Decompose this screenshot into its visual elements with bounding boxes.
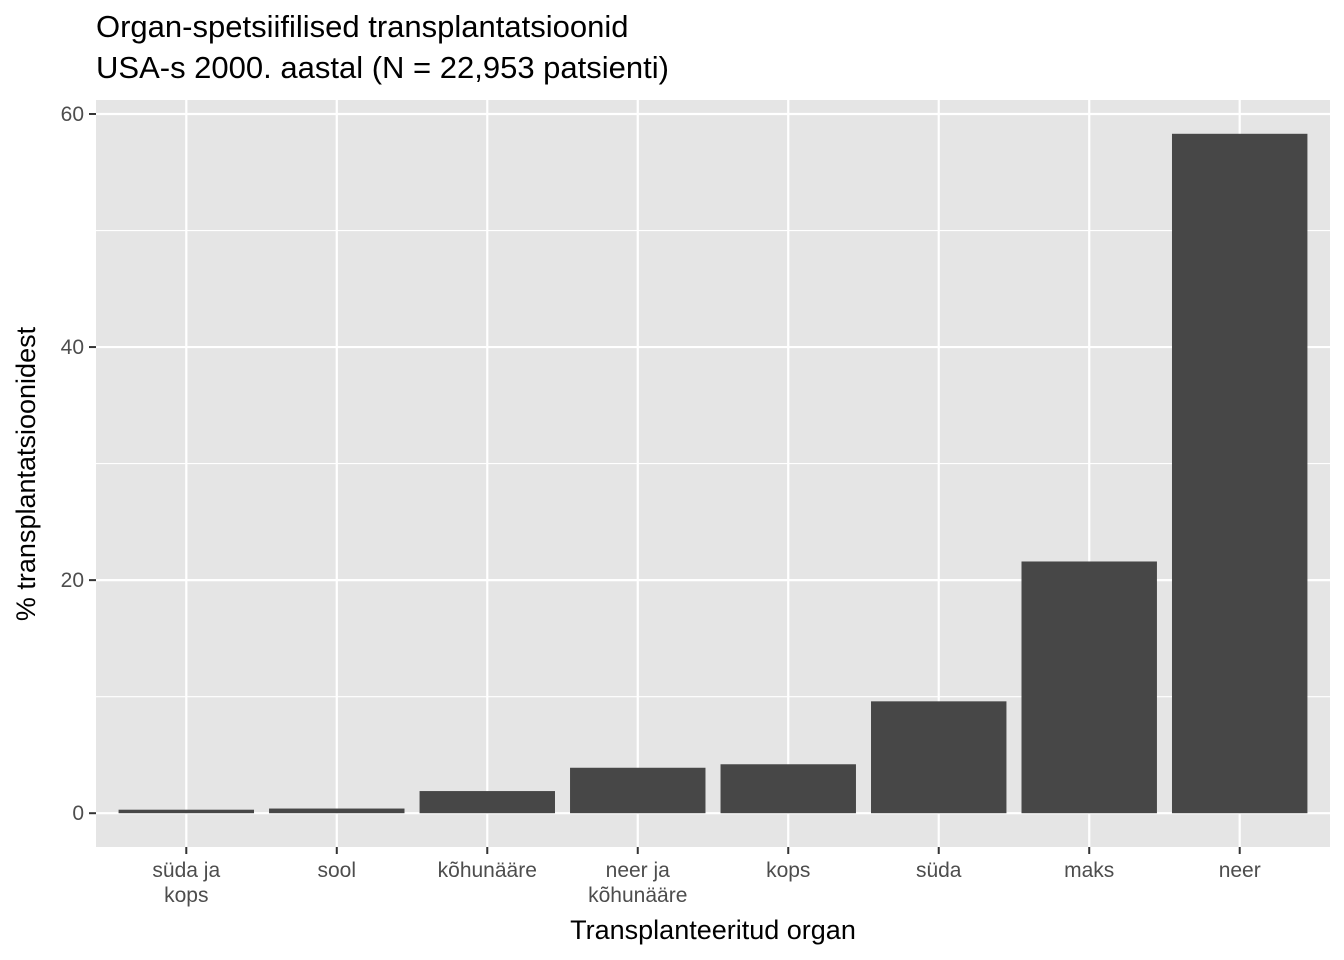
y-axis-title: % transplantatsioonidest bbox=[11, 326, 41, 621]
bar bbox=[871, 701, 1007, 814]
x-tick-label: neer bbox=[1219, 859, 1261, 882]
bar bbox=[1021, 561, 1157, 814]
bars bbox=[118, 133, 1308, 814]
bar bbox=[269, 808, 405, 814]
x-tick-label: sool bbox=[318, 859, 357, 882]
y-tick-label: 40 bbox=[61, 336, 84, 359]
y-tick-label: 0 bbox=[72, 802, 84, 825]
chart-title-line-1: Organ-spetsiifilised transplantatsioonid bbox=[96, 9, 628, 44]
x-tick-label: süda ja kops bbox=[152, 859, 220, 907]
x-tick-label: maks bbox=[1064, 859, 1114, 882]
bar bbox=[1171, 133, 1308, 814]
y-tick-label: 20 bbox=[61, 569, 84, 592]
axes: 0 20 40 60 süda ja kops sool kõhunääre neer ja kõ… bbox=[61, 103, 1261, 907]
bar bbox=[720, 764, 856, 814]
y-tick-label: 60 bbox=[61, 103, 84, 126]
x-tick-label: kops bbox=[766, 859, 810, 882]
x-tick-label: neer ja kõhunääre bbox=[588, 859, 687, 907]
bar bbox=[118, 809, 255, 814]
x-tick-label: kõhunääre bbox=[438, 859, 537, 882]
chart-title-line-2: USA-s 2000. aastal (N = 22,953 patsienti… bbox=[96, 50, 669, 85]
bar bbox=[419, 791, 555, 814]
bar bbox=[570, 767, 706, 814]
x-tick-label: süda bbox=[916, 859, 962, 882]
x-axis-title: Transplanteeritud organ bbox=[570, 915, 856, 945]
